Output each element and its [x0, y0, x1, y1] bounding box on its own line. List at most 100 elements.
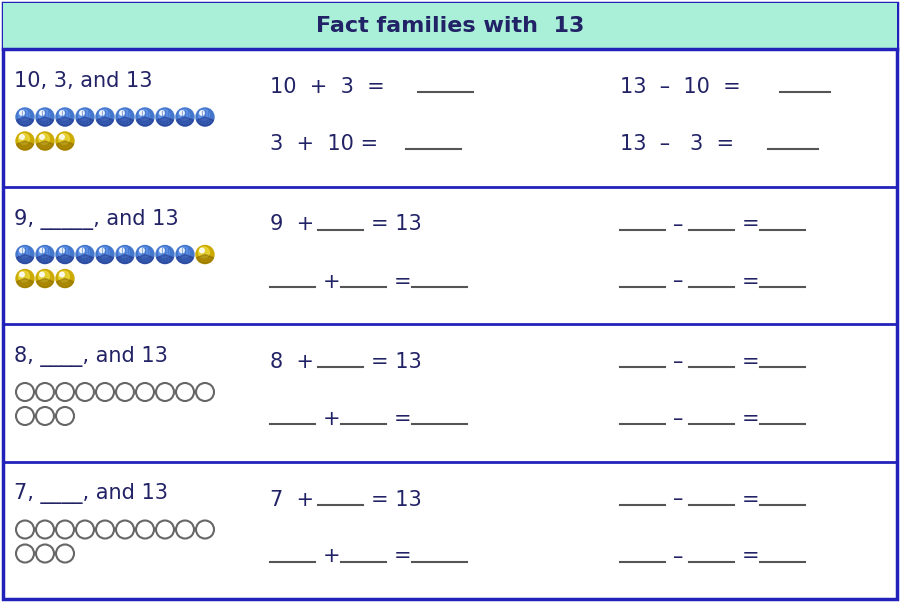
Text: 10  +  3  =: 10 + 3 =: [270, 77, 385, 97]
Bar: [3, 3, 897, 49]
Text: +: +: [323, 409, 340, 429]
Text: =: =: [742, 352, 760, 372]
Wedge shape: [37, 117, 53, 126]
Circle shape: [156, 383, 174, 401]
Circle shape: [180, 111, 184, 115]
Circle shape: [156, 246, 174, 264]
Circle shape: [56, 108, 74, 126]
Text: +: +: [323, 272, 340, 291]
Circle shape: [199, 247, 210, 258]
Text: 9, _____, and 13: 9, _____, and 13: [14, 208, 178, 229]
Text: –: –: [673, 547, 683, 566]
Wedge shape: [157, 255, 174, 264]
Text: =: =: [742, 409, 760, 429]
Circle shape: [40, 248, 44, 253]
Circle shape: [96, 108, 114, 126]
Wedge shape: [196, 117, 213, 126]
Circle shape: [136, 383, 154, 401]
Circle shape: [40, 111, 44, 115]
Text: = 13: = 13: [371, 214, 422, 235]
Circle shape: [196, 521, 214, 539]
Circle shape: [56, 407, 74, 425]
Circle shape: [20, 111, 24, 115]
Circle shape: [176, 246, 194, 264]
Text: =: =: [394, 409, 411, 429]
Text: =: =: [394, 547, 411, 566]
Wedge shape: [96, 117, 113, 126]
Wedge shape: [57, 117, 74, 126]
Text: =: =: [742, 489, 760, 509]
Circle shape: [139, 110, 149, 120]
Circle shape: [20, 248, 24, 253]
Circle shape: [140, 248, 144, 253]
Circle shape: [136, 521, 154, 539]
Circle shape: [116, 383, 134, 401]
Circle shape: [139, 247, 149, 258]
Wedge shape: [116, 255, 133, 264]
Circle shape: [136, 108, 154, 126]
Circle shape: [100, 111, 104, 115]
Circle shape: [19, 134, 30, 144]
Circle shape: [196, 108, 214, 126]
Wedge shape: [37, 279, 53, 288]
Text: =: =: [742, 547, 760, 566]
Circle shape: [76, 521, 94, 539]
Wedge shape: [137, 255, 154, 264]
Circle shape: [58, 110, 69, 120]
Circle shape: [156, 108, 174, 126]
Circle shape: [36, 544, 54, 562]
Circle shape: [39, 110, 50, 120]
Text: 7  +: 7 +: [270, 489, 314, 509]
Circle shape: [59, 248, 64, 253]
Text: 13  –   3  =: 13 – 3 =: [620, 134, 734, 154]
Circle shape: [16, 246, 34, 264]
Circle shape: [196, 383, 214, 401]
Wedge shape: [157, 117, 174, 126]
Text: =: =: [742, 214, 760, 235]
Circle shape: [180, 248, 184, 253]
Text: Fact families with  13: Fact families with 13: [316, 16, 584, 36]
Circle shape: [158, 247, 169, 258]
Circle shape: [58, 247, 69, 258]
Wedge shape: [76, 255, 94, 264]
Circle shape: [160, 111, 164, 115]
Circle shape: [19, 110, 30, 120]
Text: 3  +  10 =: 3 + 10 =: [270, 134, 378, 154]
Wedge shape: [37, 141, 53, 150]
Circle shape: [200, 248, 204, 253]
Text: =: =: [394, 272, 411, 291]
Circle shape: [116, 521, 134, 539]
Circle shape: [19, 247, 30, 258]
Circle shape: [76, 108, 94, 126]
Wedge shape: [16, 117, 33, 126]
Circle shape: [16, 407, 34, 425]
Circle shape: [36, 407, 54, 425]
Text: 7, ____, and 13: 7, ____, and 13: [14, 483, 168, 504]
Wedge shape: [116, 117, 133, 126]
Circle shape: [39, 134, 50, 144]
Text: –: –: [673, 352, 683, 372]
Circle shape: [36, 521, 54, 539]
Circle shape: [119, 247, 130, 258]
Circle shape: [59, 272, 64, 277]
Circle shape: [156, 521, 174, 539]
Circle shape: [176, 383, 194, 401]
Circle shape: [196, 246, 214, 264]
Circle shape: [176, 521, 194, 539]
Text: = 13: = 13: [371, 489, 422, 509]
Circle shape: [36, 132, 54, 150]
Wedge shape: [96, 255, 113, 264]
Circle shape: [40, 272, 44, 277]
Circle shape: [39, 247, 50, 258]
Circle shape: [76, 246, 94, 264]
Circle shape: [96, 246, 114, 264]
Circle shape: [80, 111, 85, 115]
Circle shape: [136, 246, 154, 264]
Circle shape: [120, 248, 124, 253]
Circle shape: [199, 110, 210, 120]
Circle shape: [96, 383, 114, 401]
Wedge shape: [176, 117, 194, 126]
Circle shape: [16, 544, 34, 562]
Circle shape: [100, 248, 104, 253]
Circle shape: [99, 110, 110, 120]
